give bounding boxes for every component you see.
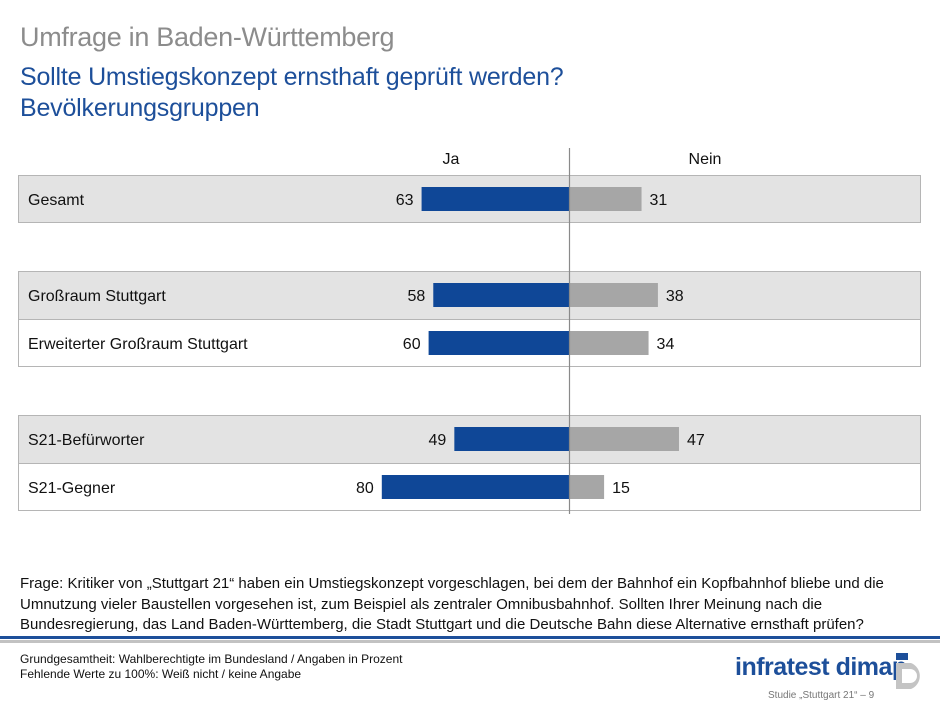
base-note: Grundgesamtheit: Wahlberechtigte im Bund… — [20, 652, 402, 682]
brand-logo-text: infratest dimap — [735, 653, 907, 681]
title-line-1: Sollte Umstiegskonzept ernsthaft geprüft… — [20, 63, 564, 91]
value-label-nein: 34 — [657, 336, 675, 353]
bar-nein — [569, 475, 605, 499]
diverging-bar-chart: Ja Nein Gesamt 63 31 Großraum Stuttgart 58 38 Er… — [18, 148, 921, 514]
category-label: Gesamt — [28, 192, 85, 209]
value-label-ja: 80 — [356, 480, 374, 497]
bar-ja — [433, 283, 569, 307]
bar-nein — [569, 187, 642, 211]
base-note-line-2: Fehlende Werte zu 100%: Weiß nicht / kei… — [20, 667, 302, 681]
value-label-nein: 31 — [650, 192, 668, 209]
value-label-ja: 63 — [396, 192, 414, 209]
group-frame — [18, 175, 921, 223]
series-label-nein: Nein — [689, 151, 722, 168]
value-label-ja: 49 — [429, 432, 447, 449]
value-label-nein: 47 — [687, 432, 705, 449]
series-label-ja: Ja — [443, 151, 460, 168]
page-title: Sollte Umstiegskonzept ernsthaft geprüft… — [20, 62, 564, 124]
bar-nein — [569, 283, 658, 307]
footer-rule-grey — [0, 640, 940, 643]
bar-ja — [421, 187, 569, 211]
base-note-line-1: Grundgesamtheit: Wahlberechtigte im Bund… — [20, 652, 403, 666]
value-label-ja: 58 — [407, 288, 425, 305]
value-label-nein: 38 — [666, 288, 684, 305]
footer-rule-blue — [0, 636, 940, 639]
value-label-ja: 60 — [403, 336, 421, 353]
survey-label: Umfrage in Baden-Württemberg — [20, 22, 395, 52]
bar-nein — [569, 427, 679, 451]
bar-ja — [381, 475, 569, 499]
title-line-2: Bevölkerungsgruppen — [20, 94, 260, 122]
question-text: Frage: Kritiker von „Stuttgart 21“ haben… — [20, 575, 884, 633]
category-label: Großraum Stuttgart — [28, 288, 166, 305]
bar-nein — [569, 331, 649, 355]
bar-ja — [454, 427, 569, 451]
bar-ja — [428, 331, 569, 355]
brand-logo-icon — [896, 653, 920, 689]
study-reference: Studie „Stuttgart 21“ – 9 — [768, 690, 875, 701]
category-label: Erweiterter Großraum Stuttgart — [28, 336, 248, 353]
category-label: S21-Gegner — [28, 480, 116, 497]
value-label-nein: 15 — [612, 480, 630, 497]
category-label: S21-Befürworter — [28, 432, 145, 449]
